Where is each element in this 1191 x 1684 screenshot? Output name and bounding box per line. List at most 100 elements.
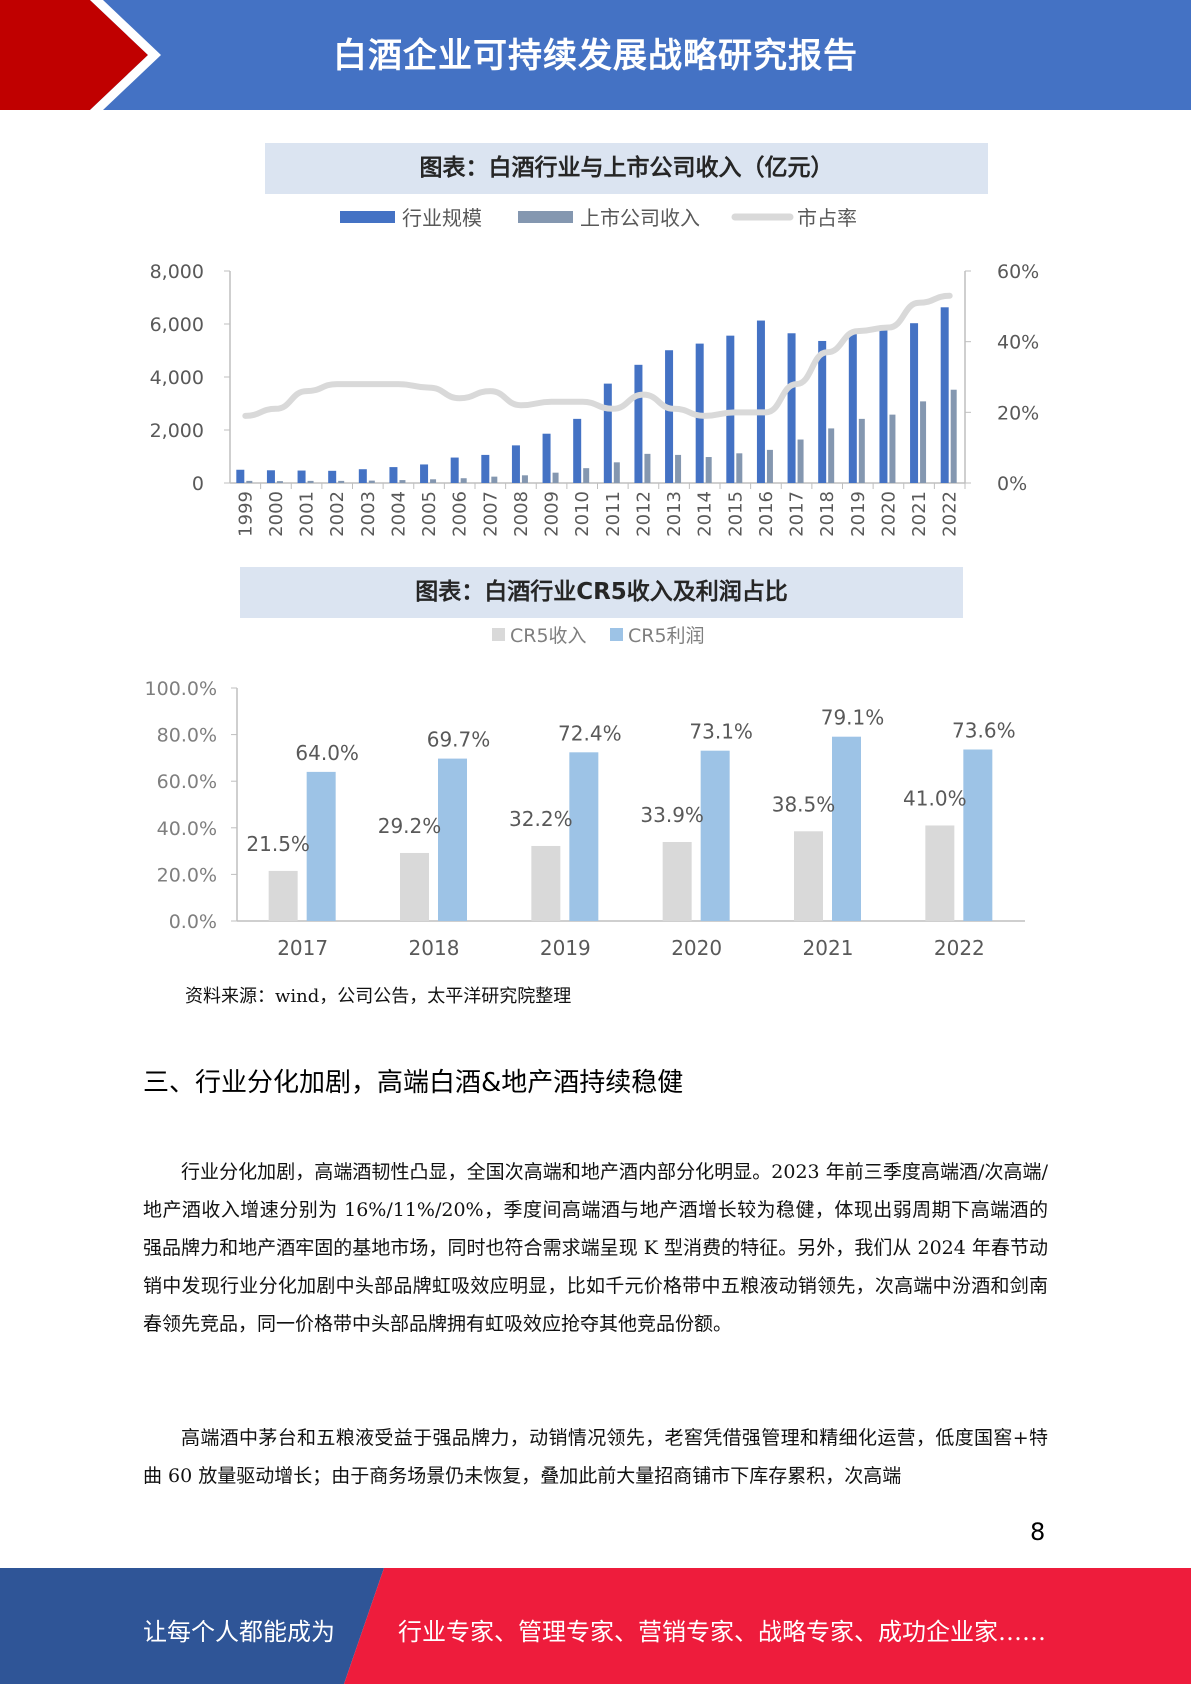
chart2-title: 图表：白酒行业CR5收入及利润占比	[240, 567, 963, 618]
bar-listed-2020	[889, 414, 896, 483]
y-right-tick-label: 60%	[997, 261, 1039, 283]
bar-listed-2019	[858, 418, 865, 483]
bar-cr5-profit-2022	[963, 749, 993, 921]
x-tick-label: 2019	[540, 936, 591, 960]
cr5-share-chart: CR5收入 CR5利润 0.0% 20.0% 40.0% 60.0% 80.0% 100.0%…	[145, 625, 1025, 960]
data-label-cr5-revenue: 29.2%	[378, 814, 442, 838]
bar-industry-2019	[848, 334, 857, 483]
header-red-chevron	[0, 0, 161, 110]
industry-revenue-chart: 行业规模 上市公司收入 市占率 0 2,000 4,000 6,000 8,000 0% 20% 4…	[150, 206, 1040, 537]
legend-label-1: 上市公司收入	[580, 206, 700, 230]
bar-industry-2015	[726, 335, 735, 483]
bar-industry-2011	[603, 383, 612, 483]
bar-industry-2021	[910, 323, 919, 483]
bar-listed-2009	[552, 472, 559, 483]
bar-listed-2017	[797, 439, 804, 483]
bar-industry-2000	[266, 470, 275, 483]
x-tick-label: 2006	[450, 491, 471, 537]
bar-listed-2005	[430, 479, 437, 483]
x-tick-label: 2017	[277, 936, 328, 960]
x-tick-label: 2012	[633, 491, 654, 537]
legend-swatch-cr5-revenue	[492, 628, 505, 641]
data-label-cr5-revenue: 38.5%	[772, 792, 836, 816]
bar-listed-2014	[705, 457, 712, 483]
bar-cr5-revenue-2022	[925, 825, 955, 921]
bar-industry-2003	[358, 469, 367, 483]
bar-listed-2007	[491, 476, 498, 483]
data-label-cr5-revenue: 21.5%	[246, 832, 310, 856]
bar-industry-2002	[328, 470, 337, 483]
bar-cr5-profit-2018	[438, 758, 467, 921]
data-label-cr5-profit: 69.7%	[427, 728, 491, 752]
data-label-cr5-revenue: 33.9%	[640, 803, 704, 827]
legend-label-cr5-profit: CR5利润	[628, 625, 705, 647]
x-tick-label: 2004	[388, 491, 409, 537]
y-tick-label: 20.0%	[157, 864, 217, 886]
y-tick-label: 0.0%	[169, 911, 217, 933]
body-paragraph-2: 高端酒中茅台和五粮液受益于强品牌力，动销情况领先，老窖凭借强管理和精细化运营，低…	[143, 1427, 1048, 1487]
bar-industry-2018	[818, 340, 827, 483]
bar-industry-2020	[879, 328, 888, 483]
bar-cr5-revenue-2017	[268, 870, 298, 921]
bar-cr5-profit-2021	[832, 736, 861, 921]
page-number: 8	[1030, 1518, 1046, 1546]
x-tick-label: 2007	[480, 491, 501, 537]
bar-cr5-profit-2020	[700, 750, 730, 921]
x-tick-label: 2011	[603, 491, 624, 537]
x-tick-label: 2005	[419, 491, 440, 537]
legend-label-cr5-revenue: CR5收入	[510, 625, 587, 647]
bar-industry-2012	[634, 364, 643, 483]
x-tick-label: 2018	[409, 936, 460, 960]
x-tick-label: 2018	[817, 491, 838, 537]
x-tick-label: 2013	[664, 491, 685, 537]
footer-slogan-right: 行业专家、管理专家、营销专家、战略专家、成功企业家……	[398, 1618, 1046, 1646]
data-label-cr5-profit: 64.0%	[295, 741, 359, 765]
x-tick-label: 1999	[235, 491, 256, 537]
x-tick-label: 2003	[358, 491, 379, 537]
section-heading: 三、行业分化加剧，高端白酒&地产酒持续稳健	[143, 1068, 684, 1098]
x-tick-label: 2019	[848, 491, 869, 537]
page-header: 白酒企业可持续发展战略研究报告	[0, 0, 1191, 110]
bar-listed-2008	[521, 475, 528, 483]
bar-industry-2005	[420, 464, 429, 483]
x-tick-label: 2015	[725, 491, 746, 537]
bar-industry-2004	[389, 467, 398, 483]
x-tick-label: 2014	[695, 491, 716, 537]
bar-listed-2013	[675, 454, 682, 483]
bar-industry-1999	[236, 469, 245, 483]
body-paragraph-1: 行业分化加剧，高端酒韧性凸显，全国次高端和地产酒内部分化明显。2023 年前三季…	[143, 1161, 1048, 1335]
bar-industry-2008	[511, 445, 520, 483]
bar-cr5-revenue-2020	[662, 842, 692, 921]
bar-listed-2010	[583, 468, 590, 483]
y-tick-label: 80.0%	[157, 725, 217, 747]
bar-listed-2022	[950, 389, 957, 483]
x-tick-label: 2016	[756, 491, 777, 537]
bar-listed-2000	[276, 481, 283, 483]
line-market-share	[242, 292, 953, 419]
bar-industry-2007	[481, 454, 490, 483]
x-tick-label: 2020	[671, 936, 722, 960]
legend-label-0: 行业规模	[402, 206, 482, 230]
bar-listed-2012	[644, 453, 651, 483]
legend-label-2: 市占率	[797, 206, 857, 230]
bar-listed-2006	[460, 478, 467, 483]
bar-listed-2016	[766, 449, 773, 483]
y-right-tick-label: 40%	[997, 332, 1039, 354]
y-left-tick-label: 6,000	[150, 314, 204, 336]
bar-industry-2016	[756, 320, 765, 483]
bar-cr5-profit-2017	[306, 771, 336, 921]
bar-industry-2013	[665, 350, 674, 483]
legend-swatch-0	[340, 211, 395, 223]
legend-swatch-cr5-profit	[610, 628, 623, 641]
y-left-tick-label: 4,000	[150, 367, 204, 389]
x-tick-label: 2010	[572, 491, 593, 537]
bar-listed-2018	[828, 428, 835, 483]
bar-listed-1999	[246, 480, 253, 483]
bar-listed-2011	[613, 462, 620, 483]
x-tick-label: 2009	[542, 491, 563, 537]
data-label-cr5-revenue: 32.2%	[509, 807, 573, 831]
x-tick-label: 2021	[803, 936, 854, 960]
x-tick-label: 2000	[266, 491, 287, 537]
y-right-tick-label: 0%	[997, 473, 1027, 495]
footer-banner	[0, 1568, 1191, 1684]
